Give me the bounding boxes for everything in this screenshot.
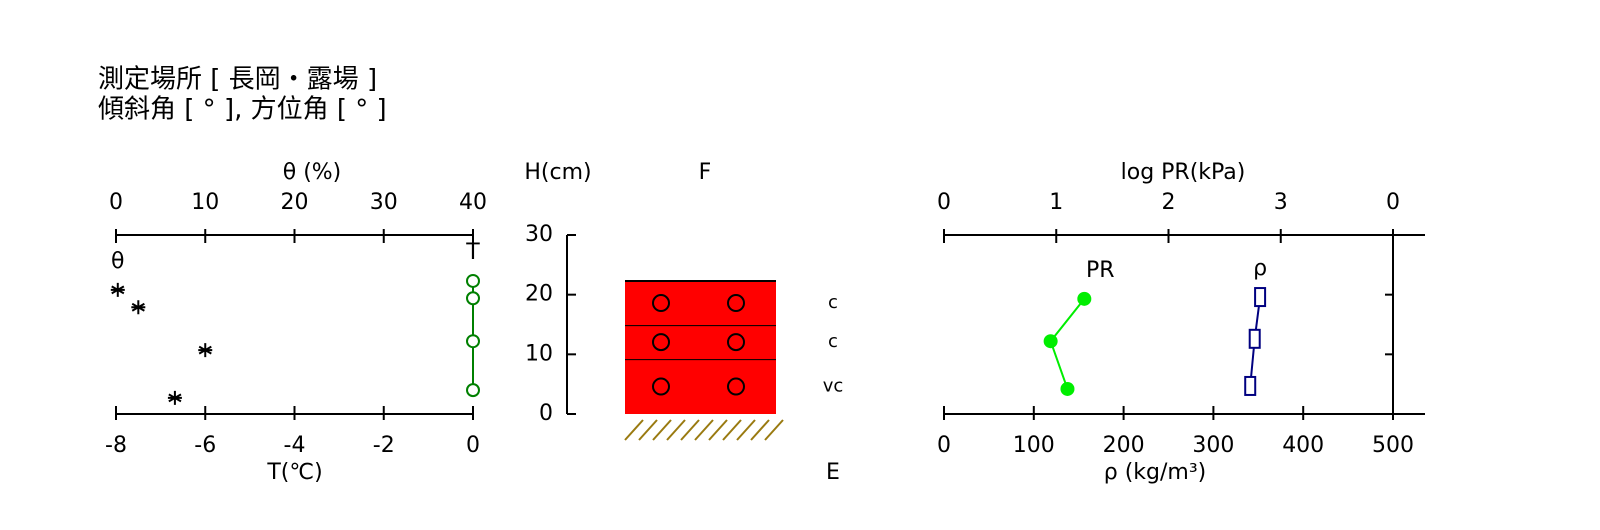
x-tick-label: -2: [373, 433, 395, 458]
x-axis-label: T(℃): [266, 460, 322, 485]
x-tick-label: 300: [1192, 433, 1234, 458]
series-name: θ: [111, 249, 124, 274]
point: [1060, 381, 1075, 396]
x2-tick-label: 20: [281, 190, 309, 215]
theta-point: [110, 282, 125, 297]
ground-hatch: [652, 419, 672, 441]
point: [466, 383, 480, 398]
snow-layer: [625, 359, 776, 414]
x-tick-label: 400: [1282, 433, 1324, 458]
x2-tick-label: 0: [109, 190, 123, 215]
x-tick-label: 500: [1372, 433, 1414, 458]
x2-tick-label: 0: [1386, 190, 1400, 215]
series-name: PR: [1086, 258, 1115, 283]
ground-hatch: [638, 419, 658, 441]
x2-tick-label: 1: [1049, 190, 1063, 215]
series-name: T: [465, 240, 480, 265]
point: [1244, 375, 1257, 396]
grain-symbol: [652, 377, 670, 396]
ground-hatch: [708, 419, 728, 441]
y-tick-label: 30: [525, 222, 553, 247]
point: [466, 273, 480, 288]
layer-label: c: [828, 331, 838, 352]
ground-hatch: [736, 419, 756, 441]
top-label: F: [699, 160, 712, 185]
ground-hatch: [764, 419, 784, 441]
ground-hatch: [750, 419, 770, 441]
snow-layer: [625, 325, 776, 360]
point: [1077, 291, 1092, 306]
x-tick-label: 100: [1013, 433, 1055, 458]
x2-tick-label: 2: [1162, 190, 1176, 215]
theta-point: [167, 390, 182, 405]
series-name: ρ: [1253, 256, 1267, 281]
point: [466, 334, 480, 349]
grain-symbol: [727, 333, 745, 352]
x2-tick-label: 10: [191, 190, 219, 215]
ground-hatch: [722, 419, 742, 441]
x2-tick-label: 40: [459, 190, 487, 215]
theta-point: [198, 343, 213, 358]
x-tick-label: 0: [466, 433, 480, 458]
header-line: 測定場所 [ 長岡・露場 ]: [98, 65, 377, 95]
ground-hatch: [624, 419, 644, 441]
point: [1043, 334, 1058, 349]
x2-tick-label: 0: [937, 190, 951, 215]
header-line: 傾斜角 [ ° ], 方位角 [ ° ]: [98, 95, 387, 125]
ground-hatch: [666, 419, 686, 441]
x-tick-label: -6: [194, 433, 216, 458]
grain-symbol: [652, 294, 670, 313]
x2-tick-label: 30: [370, 190, 398, 215]
bottom-label: E: [826, 460, 840, 485]
point: [466, 291, 480, 306]
x-axis-label: ρ (kg/m³): [1104, 460, 1207, 485]
x-tick-label: 0: [937, 433, 951, 458]
x2-axis-label: θ (%): [283, 160, 342, 185]
y-tick-label: 0: [539, 401, 553, 426]
snow-layer: [625, 280, 776, 326]
grain-symbol: [727, 377, 745, 396]
y-tick-label: 20: [525, 282, 553, 307]
y-tick-label: 10: [525, 341, 553, 366]
point: [1254, 287, 1267, 308]
layer-label: vc: [823, 376, 844, 397]
grain-symbol: [652, 333, 670, 352]
x-tick-label: -8: [105, 433, 127, 458]
x-tick-label: -4: [284, 433, 306, 458]
x2-axis-label: log PR(kPa): [1121, 160, 1246, 185]
grain-symbol: [727, 294, 745, 313]
theta-point: [131, 300, 146, 315]
layer-label: c: [828, 292, 838, 313]
x-tick-label: 200: [1103, 433, 1145, 458]
y-axis-label: H(cm): [524, 160, 591, 185]
x2-tick-label: 3: [1274, 190, 1288, 215]
ground-hatch: [694, 419, 714, 441]
point: [1248, 328, 1261, 349]
ground-hatch: [680, 419, 700, 441]
